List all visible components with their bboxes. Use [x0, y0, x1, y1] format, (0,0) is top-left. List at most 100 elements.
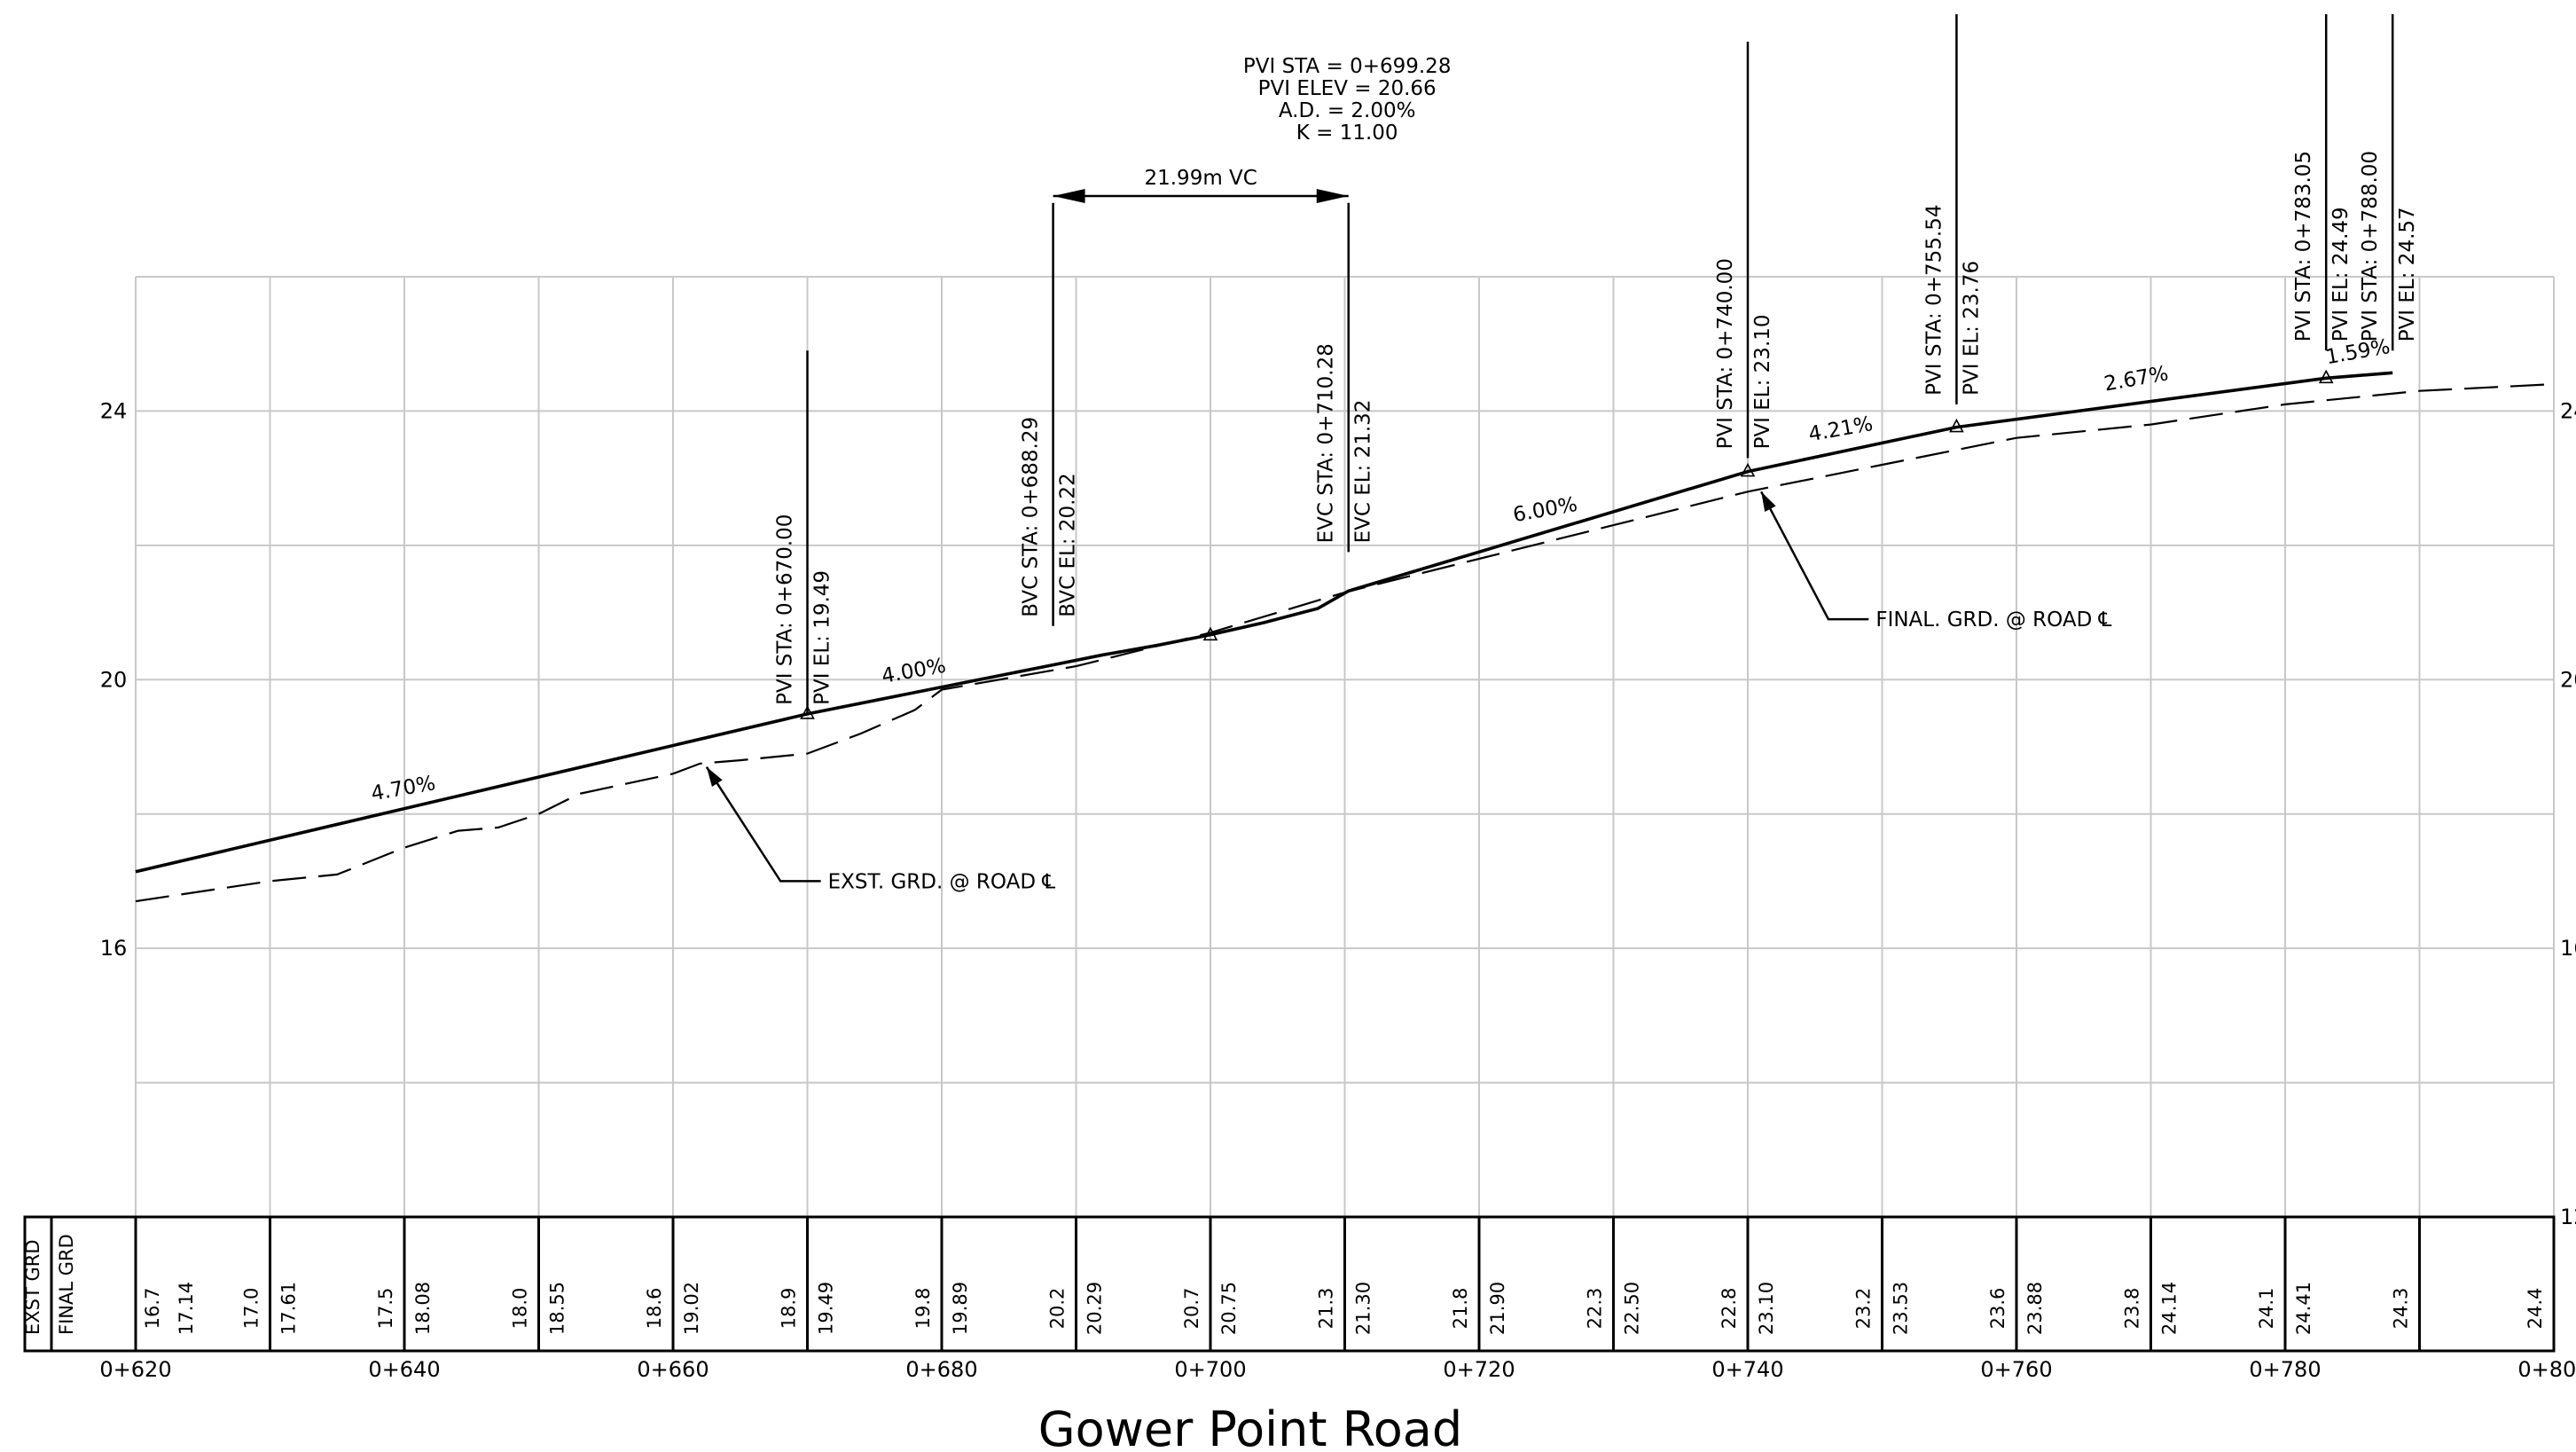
leader-callouts: FINAL. GRD. @ ROAD ℄ EXST. GRD. @ ROAD ℄	[705, 491, 2112, 893]
vc-info-line: K = 11.00	[1296, 122, 1398, 145]
band-exist-value: 23.2	[1853, 1288, 1875, 1330]
band-row-label-final: FINAL GRD	[56, 1234, 77, 1335]
station-tick-label: 0+720	[1443, 1357, 1515, 1382]
station-tick-label: 0+700	[1174, 1357, 1246, 1382]
profile-series	[135, 371, 2555, 903]
y-tick-label-right: 24	[2560, 398, 2576, 423]
band-final-value: 21.90	[1487, 1282, 1508, 1335]
band-exist-value: 20.7	[1181, 1288, 1202, 1330]
band-exist-value: 21.3	[1316, 1288, 1337, 1330]
y-axis-labels: 24 24 20 20 16 16 12	[100, 398, 2576, 1229]
band-final-value: 22.50	[1622, 1282, 1643, 1335]
station-tick-label: 0+680	[905, 1357, 977, 1382]
band-final-value: 19.49	[816, 1282, 837, 1335]
pvi-marker	[1949, 418, 1964, 433]
vc-arrow-right	[1316, 189, 1349, 203]
leader-label: EXST. GRD. @ ROAD ℄	[828, 870, 1056, 893]
station-annotation-text: EVC EL: 21.32	[1352, 400, 1375, 544]
station-tick-label: 0+800	[2517, 1357, 2576, 1382]
band-final-value: 23.88	[2024, 1282, 2046, 1335]
station-annotation-text: PVI STA: 0+788.00	[2359, 151, 2382, 341]
band-final-value: 20.29	[1084, 1282, 1106, 1335]
grade-label: 4.21%	[1807, 412, 1875, 446]
grade-label: 4.00%	[880, 655, 947, 688]
vc-length-label: 21.99m VC	[1144, 167, 1257, 190]
band-exist-value: 16.7	[142, 1288, 163, 1330]
band-exist-value: 24.1	[2256, 1288, 2277, 1330]
vc-info-line: A.D. = 2.00%	[1279, 99, 1416, 122]
y-tick-label-right: 20	[2560, 667, 2576, 692]
drawing-title: Gower Point Road	[1038, 1401, 1462, 1452]
pvi-marker	[1202, 626, 1218, 641]
band-exist-value: 18.9	[779, 1288, 800, 1330]
pvi-marker	[1740, 462, 1756, 477]
final-grade-line	[135, 371, 2393, 874]
pvi-marker	[800, 705, 815, 719]
band-frame	[23, 1215, 2556, 1353]
vc-info-line: PVI ELEV = 20.66	[1258, 77, 1437, 100]
vc-arrow-left	[1053, 189, 1085, 203]
station-tick-label: 0+780	[2249, 1357, 2321, 1382]
station-annotation-text: EVC STA: 0+710.28	[1315, 343, 1338, 543]
leader-line	[1760, 491, 1869, 621]
station-annotation-text: PVI EL: 23.76	[1960, 261, 1983, 396]
band-final-value: 19.89	[950, 1282, 971, 1335]
band-final-value: 17.14	[176, 1282, 197, 1335]
leader-arrowhead	[706, 766, 723, 787]
station-annotation-text: PVI STA: 0+755.54	[1922, 205, 1946, 396]
leader-label: FINAL. GRD. @ ROAD ℄	[1875, 608, 2111, 632]
station-tick-label: 0+640	[368, 1357, 440, 1382]
station-annotation-text: BVC EL: 20.22	[1057, 473, 1080, 616]
band-final-value: 18.55	[547, 1282, 568, 1335]
y-tick-label-left: 24	[100, 398, 128, 423]
station-annotation-text: PVI EL: 24.57	[2396, 207, 2419, 341]
grade-label: 4.70%	[370, 772, 437, 805]
band-exist-value: 23.8	[2122, 1288, 2143, 1330]
band-final-value: 24.41	[2293, 1282, 2314, 1335]
station-tick-label: 0+660	[637, 1357, 709, 1382]
band-final-value: 21.30	[1353, 1282, 1374, 1335]
band-final-value: 24.14	[2159, 1282, 2181, 1335]
band-exist-value: 21.8	[1450, 1288, 1471, 1330]
leader-line	[705, 766, 821, 883]
pvi-marker	[2318, 369, 2334, 384]
elevation-band: EXST GRD FINAL GRD 16.7 17.14 17.0 17.61 17.5 1…	[22, 1215, 2556, 1353]
band-row-label-exist: EXST GRD	[22, 1239, 43, 1335]
y-tick-label-left: 16	[100, 936, 128, 961]
grade-label: 2.67%	[2102, 362, 2170, 396]
grade-label: 6.00%	[1511, 493, 1578, 527]
band-exist-value: 24.4	[2525, 1288, 2546, 1330]
vc-info-line: PVI STA = 0+699.28	[1243, 55, 1452, 78]
station-annotation-text: BVC STA: 0+688.29	[1020, 417, 1043, 617]
band-final-value: 18.08	[412, 1282, 434, 1335]
y-tick-label-left: 20	[100, 667, 128, 692]
band-final-value: 20.75	[1218, 1282, 1240, 1335]
band-exist-value: 17.0	[241, 1288, 262, 1330]
band-exist-value: 18.0	[510, 1288, 531, 1330]
station-tick-label: 0+740	[1711, 1357, 1783, 1382]
pvi-markers	[800, 369, 2334, 719]
station-labels: 0+620 0+640 0+660 0+680 0+700 0+720 0+740 0+760…	[99, 1357, 2576, 1382]
station-tick-label: 0+760	[1980, 1357, 2052, 1382]
band-exist-value: 22.3	[1585, 1288, 1606, 1330]
station-annotation-text: PVI EL: 23.10	[1751, 314, 1774, 449]
station-annotation-text: PVI EL: 24.49	[2329, 207, 2353, 341]
station-annotation-text: PVI STA: 0+670.00	[774, 514, 797, 705]
station-annotation-text: PVI STA: 0+740.00	[1714, 258, 1737, 449]
band-exist-value: 23.6	[1987, 1288, 2008, 1330]
y-tick-label-right: 16	[2560, 936, 2576, 961]
band-final-value: 19.02	[681, 1282, 702, 1335]
band-exist-value: 18.6	[644, 1288, 665, 1330]
band-final-value: 23.10	[1756, 1282, 1777, 1335]
y-tick-label-right: 12	[2560, 1205, 2576, 1229]
station-annotation-text: PVI EL: 19.49	[811, 570, 834, 705]
leader-arrowhead	[1761, 491, 1776, 513]
existing-ground-line	[135, 383, 2555, 903]
band-final-value: 17.61	[278, 1282, 300, 1335]
station-annotations: PVI STA: 0+670.00 PVI EL: 19.49 BVC STA: 0…	[774, 14, 2419, 714]
band-exist-value: 24.3	[2391, 1288, 2412, 1330]
station-annotation-text: PVI STA: 0+783.05	[2292, 151, 2315, 341]
band-final-value: 23.53	[1891, 1282, 1912, 1335]
